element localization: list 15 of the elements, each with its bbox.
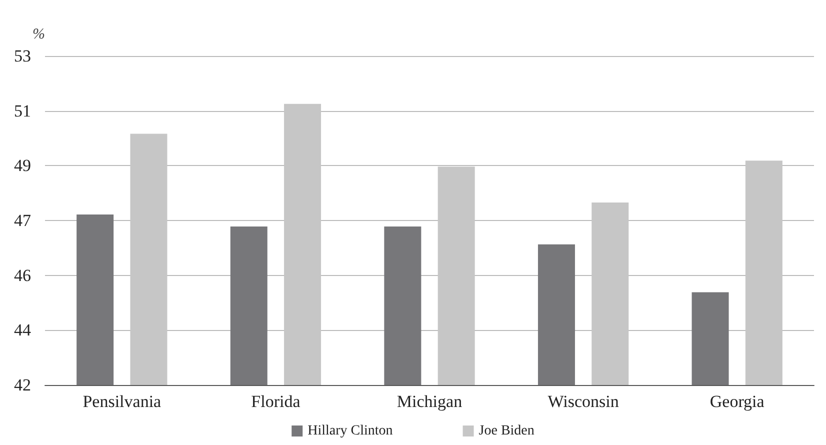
y-tick-label: 44 [14, 320, 32, 340]
y-tick-label: 47 [14, 211, 32, 230]
x-tick-label: Florida [251, 392, 301, 411]
x-tick-label: Georgia [710, 392, 765, 411]
y-tick-label: 46 [14, 266, 31, 285]
y-tick-label: 51 [14, 101, 31, 120]
legend-label: Hillary Clinton [308, 424, 393, 438]
legend-label: Joe Biden [478, 424, 534, 438]
x-tick-label: Pensilvania [82, 392, 162, 411]
x-tick-label: Wisconsin [548, 392, 620, 411]
y-tick-label: 49 [14, 156, 31, 176]
y-tick-label: 53 [14, 46, 31, 66]
x-tick-label: Michigan [396, 392, 463, 411]
y-tick-label: 42 [14, 376, 31, 394]
y-axis-title: % [32, 26, 45, 42]
